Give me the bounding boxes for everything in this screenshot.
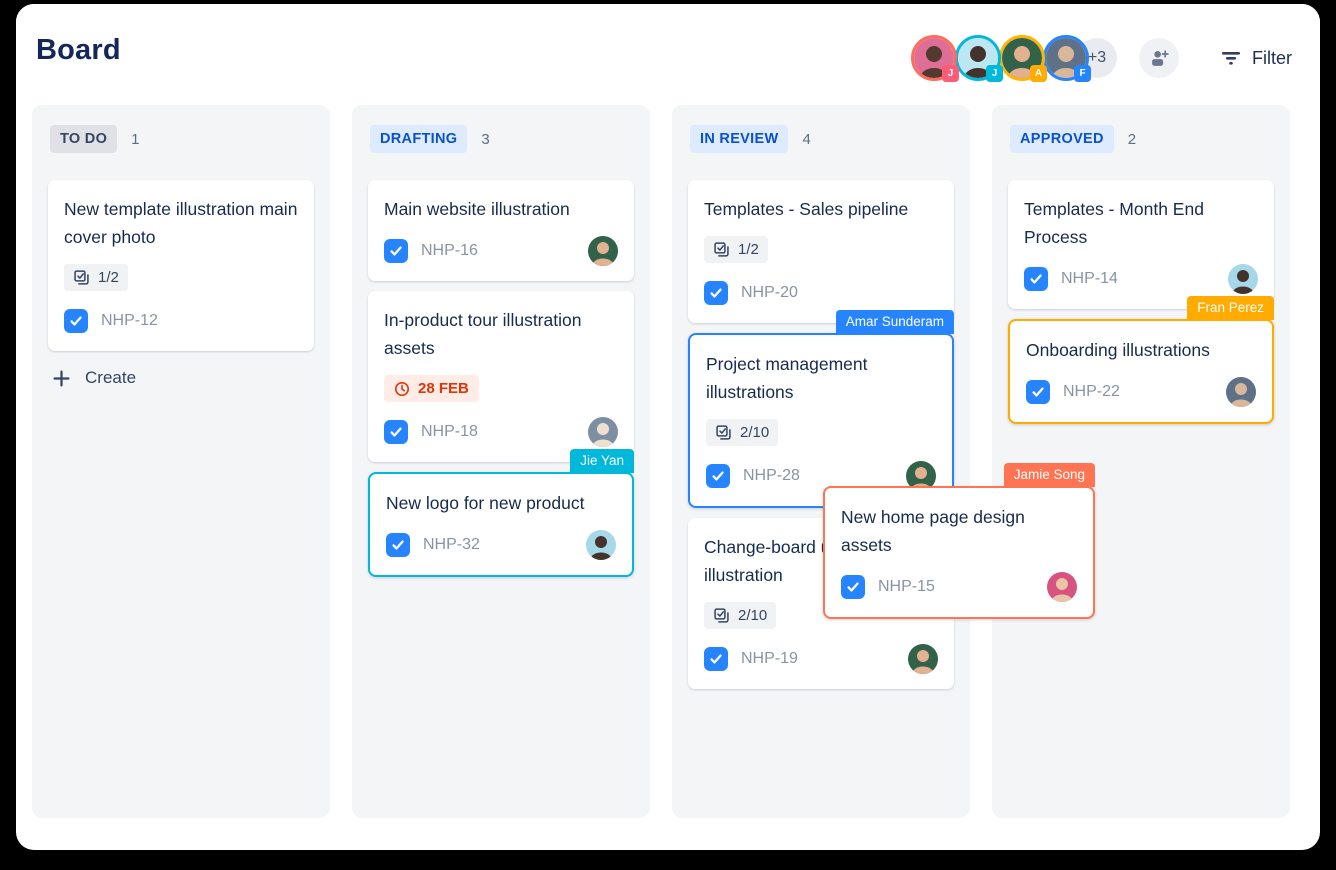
member-avatar[interactable]: F	[1043, 35, 1091, 82]
done-checkbox-icon	[384, 239, 408, 263]
card-title: New template illustration main cover pho…	[64, 199, 298, 247]
assignee-avatar	[1228, 264, 1258, 294]
due-date-badge: 28 FEB	[384, 375, 479, 402]
assignee-avatar	[908, 644, 938, 674]
issue-key: NHP-14	[1061, 270, 1118, 287]
done-checkbox-icon	[706, 464, 730, 488]
subtask-count: 1/2	[738, 241, 759, 258]
presence-badge: J	[942, 65, 959, 82]
subtask-count: 2/10	[740, 424, 770, 441]
column-status-chip: TO DO	[50, 125, 118, 153]
subtask-count: 1/2	[98, 269, 119, 286]
board-card[interactable]: Jie Yan New logo for new product NHP-32	[368, 449, 634, 577]
presence-badge: J	[986, 65, 1003, 82]
subtask-progress-badge: 2/10	[704, 602, 777, 629]
subtasks-icon	[713, 241, 730, 258]
subtask-progress-badge: 1/2	[704, 236, 768, 263]
subtask-progress-badge: 1/2	[64, 264, 128, 291]
card-title: Onboarding illustrations	[1026, 340, 1210, 360]
card-title: Templates - Month End Process	[1024, 199, 1204, 247]
column-status-chip: IN REVIEW	[690, 125, 789, 153]
assignee-avatar	[1226, 377, 1256, 407]
card-title: Project management illustrations	[706, 354, 868, 402]
done-checkbox-icon	[386, 533, 410, 557]
assignee-avatar	[586, 530, 616, 560]
done-checkbox-icon	[704, 647, 728, 671]
member-avatar-stack: J J A F	[911, 35, 1117, 82]
editing-user-label: Amar Sunderam	[835, 310, 954, 334]
subtasks-icon	[715, 424, 732, 441]
issue-key: NHP-16	[421, 242, 478, 259]
page-title: Board	[36, 34, 121, 66]
editing-user-label: Jie Yan	[570, 449, 634, 473]
column-count: 1	[131, 130, 140, 148]
board-column-in-review: IN REVIEW 4 Templates - Sales pipeline 1…	[672, 105, 970, 818]
clock-icon	[394, 381, 410, 397]
column-status-chip: APPROVED	[1010, 125, 1114, 153]
app-window: Board J J	[16, 4, 1320, 850]
board-column-drafting: DRAFTING 3 Main website illustration NHP…	[352, 105, 650, 818]
done-checkbox-icon	[1026, 380, 1050, 404]
avatar	[914, 38, 954, 78]
issue-key: NHP-28	[743, 467, 800, 484]
done-checkbox-icon	[1024, 267, 1048, 291]
board-header: Board J J	[16, 4, 1320, 100]
card-title: In-product tour illustration assets	[384, 310, 582, 358]
column-status-chip: DRAFTING	[370, 125, 468, 153]
issue-key: NHP-22	[1063, 383, 1120, 400]
presence-badge: A	[1030, 65, 1047, 82]
issue-key: NHP-20	[741, 284, 798, 301]
editing-user-label: Jamie Song	[1003, 463, 1095, 487]
column-count: 3	[481, 130, 490, 148]
presence-badge: F	[1074, 65, 1091, 82]
member-avatar[interactable]: A	[999, 35, 1047, 82]
board-column-approved: APPROVED 2 Templates - Month End Process…	[992, 105, 1290, 818]
board: TO DO 1 New template illustration main c…	[32, 105, 1290, 818]
add-person-icon	[1148, 47, 1170, 69]
member-avatar[interactable]: J	[955, 35, 1003, 82]
editing-user-label: Fran Perez	[1187, 296, 1274, 320]
issue-key: NHP-18	[421, 423, 478, 440]
board-card[interactable]: Templates - Month End Process NHP-14	[1008, 180, 1274, 309]
issue-key: NHP-12	[101, 312, 158, 329]
board-card[interactable]: Templates - Sales pipeline 1/2	[688, 180, 954, 323]
done-checkbox-icon	[704, 281, 728, 305]
filter-button[interactable]: Filter	[1221, 48, 1292, 69]
create-label: Create	[85, 368, 137, 387]
column-count: 4	[802, 130, 811, 148]
issue-key: NHP-15	[878, 578, 935, 595]
subtask-count: 2/10	[738, 607, 768, 624]
member-avatar[interactable]: J	[911, 35, 959, 82]
card-title: Main website illustration	[384, 199, 570, 219]
card-title: Templates - Sales pipeline	[704, 199, 909, 219]
board-card[interactable]: Amar Sunderam Project management illustr…	[688, 310, 954, 508]
assignee-avatar	[588, 417, 618, 447]
board-card[interactable]: Fran Perez Onboarding illustrations NHP-…	[1008, 296, 1274, 424]
card-title: New logo for new product	[386, 493, 585, 513]
create-issue-button[interactable]: Create	[53, 368, 314, 388]
due-date: 28 FEB	[418, 380, 469, 397]
column-count: 2	[1127, 130, 1137, 148]
board-card[interactable]: In-product tour illustration assets 28 F…	[368, 291, 634, 462]
done-checkbox-icon	[384, 420, 408, 444]
filter-icon	[1221, 50, 1241, 66]
issue-key: NHP-32	[423, 536, 480, 553]
board-card[interactable]: Main website illustration NHP-16	[368, 180, 634, 281]
plus-icon	[53, 369, 70, 387]
done-checkbox-icon	[64, 309, 88, 333]
done-checkbox-icon	[841, 575, 865, 599]
board-card[interactable]: New template illustration main cover pho…	[48, 180, 314, 351]
subtask-progress-badge: 2/10	[706, 419, 779, 446]
assignee-avatar	[1047, 572, 1077, 602]
assignee-avatar	[588, 236, 618, 266]
subtasks-icon	[713, 607, 730, 624]
card-title: New home page design assets	[841, 507, 1025, 555]
add-member-button[interactable]	[1139, 38, 1179, 78]
board-column-todo: TO DO 1 New template illustration main c…	[32, 105, 330, 818]
subtasks-icon	[73, 269, 90, 286]
issue-key: NHP-19	[741, 650, 798, 667]
filter-label: Filter	[1252, 47, 1292, 68]
board-card-floating[interactable]: Jamie Song New home page design assets N…	[823, 463, 1095, 619]
